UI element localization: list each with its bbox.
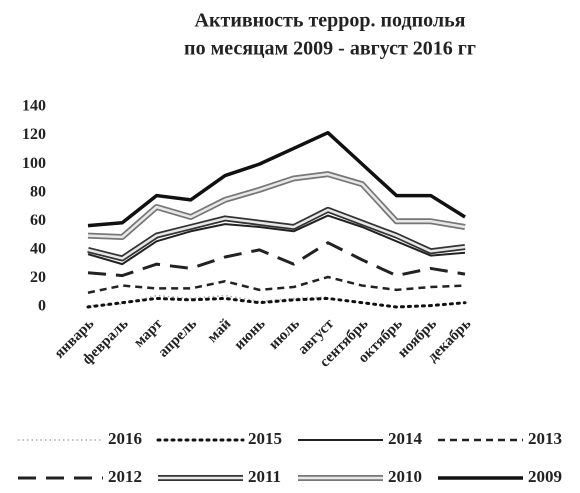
legend-label: 2010 <box>388 467 422 486</box>
legend-label: 2015 <box>248 429 282 448</box>
chart-title: по месяцам 2009 - август 2016 гг <box>184 38 476 60</box>
chart-title: Активность террор. подполья <box>195 10 466 32</box>
y-tick-label: 100 <box>22 155 46 172</box>
series-line <box>87 172 466 239</box>
y-tick-label: 40 <box>30 241 46 258</box>
x-tick-label: апрель <box>155 316 200 361</box>
legend-label: 2014 <box>388 429 423 448</box>
series-line <box>87 208 466 260</box>
legend-label: 2016 <box>108 429 142 448</box>
y-tick-label: 60 <box>30 212 46 229</box>
legend-label: 2013 <box>528 429 562 448</box>
series-line <box>87 214 466 266</box>
series-line <box>87 275 466 294</box>
series-line <box>86 296 467 309</box>
series-line <box>87 130 466 228</box>
x-tick-label: май <box>204 316 234 346</box>
y-tick-label: 20 <box>30 269 46 286</box>
x-tick-label: июнь <box>231 316 268 353</box>
y-tick-label: 140 <box>22 98 46 115</box>
y-tick-label: 0 <box>38 298 46 315</box>
series-line <box>87 241 466 278</box>
legend-label: 2009 <box>528 467 562 486</box>
y-tick-label: 120 <box>22 126 46 143</box>
y-tick-label: 80 <box>30 183 46 200</box>
legend-label: 2011 <box>248 467 281 486</box>
legend-label: 2012 <box>108 467 142 486</box>
